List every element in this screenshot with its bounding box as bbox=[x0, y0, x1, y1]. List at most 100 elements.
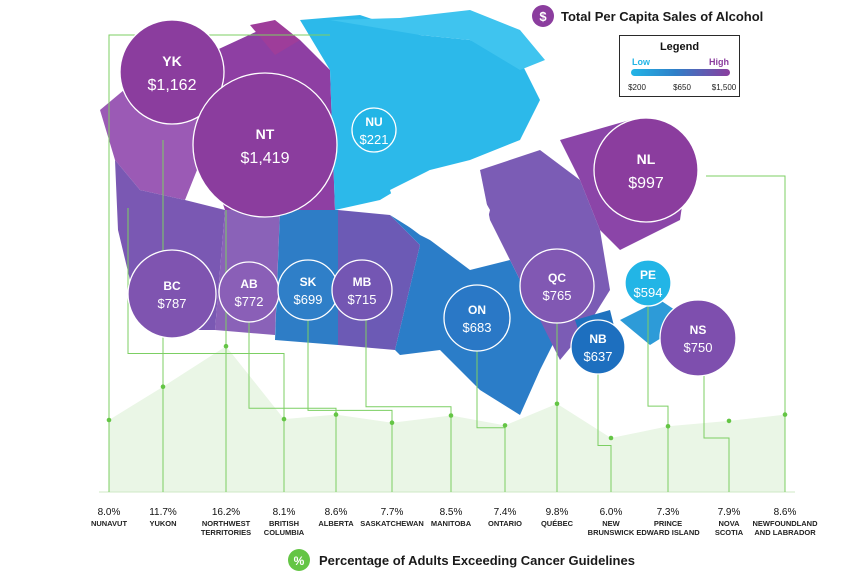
connector-line-nb bbox=[597, 373, 612, 492]
bubble-code: NS bbox=[690, 323, 707, 337]
bubble-on: ON $683 bbox=[443, 284, 511, 352]
bubble-value: $594 bbox=[634, 285, 663, 300]
region-nu bbox=[300, 15, 540, 210]
bubble-nu: NU $221 bbox=[351, 107, 397, 153]
legend-gradient-bar bbox=[631, 69, 730, 76]
data-point-ns bbox=[726, 418, 732, 424]
legend-tick-high: $1,500 bbox=[711, 83, 737, 92]
value-label: 8.5% bbox=[440, 507, 463, 518]
value-label: 7.4% bbox=[494, 507, 517, 518]
category-label: NEWFOUNDLAND bbox=[753, 519, 819, 528]
bubble-circle bbox=[593, 117, 699, 223]
category-label: NORTHWEST bbox=[202, 519, 251, 528]
bubble-qc: QC $765 bbox=[519, 248, 595, 324]
data-point-bc bbox=[281, 416, 287, 422]
connector-line-nl bbox=[706, 175, 786, 492]
category-label: EDWARD ISLAND bbox=[636, 528, 700, 537]
region-nu-arctic bbox=[330, 10, 545, 70]
legend-tick-low: $200 bbox=[628, 83, 646, 92]
bubble-value: $997 bbox=[628, 175, 664, 192]
bubble-value: $715 bbox=[348, 292, 377, 307]
bubble-value: $1,419 bbox=[241, 150, 290, 167]
bubble-circle bbox=[277, 259, 339, 321]
bubble-circle bbox=[331, 259, 393, 321]
connector-line-on bbox=[476, 350, 506, 492]
category-label: SCOTIA bbox=[715, 528, 744, 537]
value-label: 7.7% bbox=[381, 507, 404, 518]
bubble-value: $221 bbox=[360, 132, 389, 147]
bubble-circle bbox=[570, 319, 626, 375]
category-label: NOVA bbox=[718, 519, 740, 528]
value-label: 7.3% bbox=[657, 507, 680, 518]
bubble-value: $750 bbox=[684, 340, 713, 355]
region-nt-islands bbox=[250, 20, 300, 55]
data-point-sk bbox=[389, 420, 395, 426]
bubble-value: $772 bbox=[235, 294, 264, 309]
percent-icon bbox=[288, 549, 310, 571]
value-label: 7.9% bbox=[718, 507, 741, 518]
bubble-code: AB bbox=[240, 277, 258, 291]
value-label: 8.0% bbox=[98, 507, 121, 518]
connector-line-bc bbox=[127, 208, 285, 492]
category-label: COLUMBIA bbox=[264, 528, 305, 537]
category-label: ALBERTA bbox=[318, 519, 354, 528]
top-title-text: Total Per Capita Sales of Alcohol bbox=[561, 9, 763, 24]
bubble-circle bbox=[119, 19, 225, 125]
area-chart bbox=[99, 346, 795, 493]
top-title: $ Total Per Capita Sales of Alcohol bbox=[532, 5, 763, 27]
bubble-value: $1,162 bbox=[148, 77, 197, 94]
bubble-value: $637 bbox=[584, 349, 613, 364]
category-label: BRITISH bbox=[269, 519, 299, 528]
value-label: 8.1% bbox=[273, 507, 296, 518]
bottom-labels: 8.0%NUNAVUT 11.7%YUKON 16.2%NORTHWESTTERRI… bbox=[91, 507, 818, 537]
bubble-value: $765 bbox=[543, 288, 572, 303]
bubble-code: SK bbox=[300, 275, 317, 289]
bubble-circle bbox=[192, 72, 338, 218]
bubble-value: $787 bbox=[158, 296, 187, 311]
data-point-nt bbox=[223, 343, 229, 349]
bubble-code: QC bbox=[548, 271, 566, 285]
bubble-code: PE bbox=[640, 268, 656, 282]
category-label: NEW bbox=[602, 519, 620, 528]
data-point-pe bbox=[665, 424, 671, 429]
area-fill bbox=[109, 346, 785, 492]
category-label: YUKON bbox=[149, 519, 176, 528]
bubble-nt: NT $1,419 bbox=[192, 72, 338, 218]
bubble-code: NB bbox=[589, 332, 607, 346]
connector-line-pe bbox=[647, 306, 669, 492]
bubble-sk: SK $699 bbox=[277, 259, 339, 321]
bubble-nb: NB $637 bbox=[570, 319, 626, 375]
hudson-bay bbox=[390, 170, 490, 250]
bubble-code: NL bbox=[637, 151, 656, 167]
bubble-ab: AB $772 bbox=[218, 261, 280, 323]
bubble-nl: NL $997 bbox=[593, 117, 699, 223]
value-label: 8.6% bbox=[774, 507, 797, 518]
bubble-bc: BC $787 bbox=[127, 249, 217, 339]
legend: Legend Low High $200 $650 $1,500 bbox=[619, 35, 740, 97]
category-label: NUNAVUT bbox=[91, 519, 128, 528]
bubble-code: BC bbox=[163, 279, 181, 293]
bubble-ns: NS $750 bbox=[659, 299, 737, 377]
bubble-mb: MB $715 bbox=[331, 259, 393, 321]
connector-line-ns bbox=[703, 375, 730, 492]
bubble-code: YK bbox=[162, 53, 181, 69]
data-point-ab bbox=[333, 412, 339, 417]
bubble-circle bbox=[351, 107, 397, 153]
data-point-qc bbox=[554, 401, 560, 407]
value-label: 16.2% bbox=[212, 507, 240, 518]
dollar-icon bbox=[532, 5, 554, 27]
bubble-code: NU bbox=[365, 115, 382, 129]
bubble-circle bbox=[218, 261, 280, 323]
category-label: MANITOBA bbox=[431, 519, 472, 528]
bottom-title-text: Percentage of Adults Exceeding Cancer Gu… bbox=[319, 553, 635, 568]
bubble-layer: YK $1,162 NT $1,419 NU $221 NL $997 BC $787 AB $772… bbox=[119, 19, 737, 377]
category-label: PRINCE bbox=[654, 519, 682, 528]
bubble-code: ON bbox=[468, 303, 486, 317]
data-point-nu bbox=[106, 417, 112, 423]
category-label: QUÉBEC bbox=[541, 519, 574, 528]
bubble-circle bbox=[443, 284, 511, 352]
bubble-code: MB bbox=[353, 275, 372, 289]
value-label: 6.0% bbox=[600, 507, 623, 518]
